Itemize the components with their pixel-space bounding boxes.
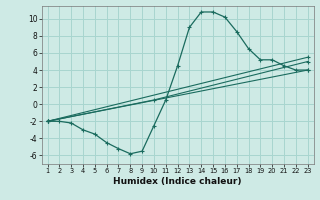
- X-axis label: Humidex (Indice chaleur): Humidex (Indice chaleur): [113, 177, 242, 186]
